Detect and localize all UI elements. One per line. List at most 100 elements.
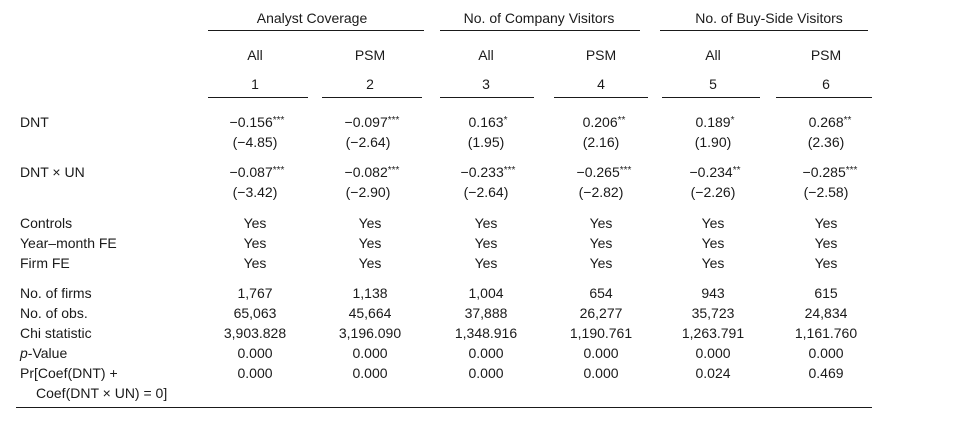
column-number: 2	[366, 76, 374, 92]
column-rule	[662, 97, 760, 98]
column-number: 5	[709, 76, 717, 92]
table-cell: 0.000	[468, 345, 504, 361]
table-cell: 943	[701, 285, 725, 301]
coefficient: 0.189*	[696, 114, 735, 131]
row-label: p-Value	[20, 345, 67, 362]
table-cell: Yes	[814, 255, 838, 271]
table-cell: 24,834	[804, 305, 848, 321]
table-cell: 3,196.090	[338, 325, 402, 341]
group-rule	[440, 30, 640, 31]
table-cell: Yes	[814, 235, 838, 251]
coef-value: −0.234	[689, 164, 733, 180]
column-rule	[440, 97, 534, 98]
table-cell: 0.000	[808, 345, 844, 361]
table-cell: 3,903.828	[223, 325, 287, 341]
t-stat: (−2.90)	[345, 184, 391, 200]
table-cell: Yes	[243, 215, 267, 231]
t-stat: (−2.82)	[578, 184, 624, 200]
table-cell: 45,664	[348, 305, 392, 321]
t-stat: (−4.85)	[232, 134, 278, 150]
table-cell: 654	[589, 285, 613, 301]
column-number: 4	[597, 76, 605, 92]
t-stat: (1.95)	[467, 134, 505, 150]
row-label: DNT	[20, 114, 49, 130]
t-stat: (−3.42)	[232, 184, 278, 200]
table-cell: Yes	[814, 215, 838, 231]
column-sample: PSM	[354, 47, 386, 63]
table-cell: 1,004	[468, 285, 504, 301]
coef-value: 0.163	[468, 114, 504, 130]
significance-stars: **	[732, 165, 741, 176]
table-cell: Yes	[701, 255, 725, 271]
coef-value: −0.285	[802, 164, 846, 180]
column-sample: All	[705, 47, 721, 63]
coefficient: −0.087***	[230, 164, 285, 181]
column-number: 1	[251, 76, 259, 92]
column-sample: All	[478, 47, 494, 63]
coefficient: −0.097***	[345, 114, 400, 131]
column-number: 3	[482, 76, 490, 92]
table-cell: 37,888	[464, 305, 508, 321]
table-cell: 0.000	[468, 365, 504, 381]
table-cell: 0.000	[583, 365, 619, 381]
significance-stars: ***	[845, 165, 858, 176]
table-cell: Yes	[474, 235, 498, 251]
row-label: No. of obs.	[20, 305, 88, 321]
table-cell: Yes	[358, 255, 382, 271]
significance-stars: ***	[503, 165, 516, 176]
significance-stars: ***	[272, 165, 285, 176]
p-symbol: p	[20, 345, 28, 361]
coefficient: 0.268**	[809, 114, 852, 131]
column-sample: PSM	[585, 47, 617, 63]
column-rule	[554, 97, 648, 98]
bottom-rule	[16, 407, 872, 408]
significance-stars: *	[503, 115, 508, 126]
coefficient: −0.265***	[577, 164, 632, 181]
t-stat: (−2.26)	[690, 184, 736, 200]
table-cell: 0.000	[237, 365, 273, 381]
column-number: 6	[822, 76, 830, 92]
significance-stars: ***	[387, 165, 400, 176]
table-cell: 615	[814, 285, 838, 301]
table-cell: Yes	[358, 215, 382, 231]
coefficient: −0.234**	[689, 164, 740, 181]
table-cell: 0.000	[583, 345, 619, 361]
group-header: Analyst Coverage	[256, 10, 368, 26]
significance-stars: ***	[272, 115, 285, 126]
coef-value: −0.082	[344, 164, 388, 180]
t-stat: (−2.64)	[463, 184, 509, 200]
table-cell: 1,138	[352, 285, 388, 301]
column-rule	[208, 97, 308, 98]
t-stat: (2.36)	[807, 134, 845, 150]
significance-stars: ***	[619, 165, 632, 176]
coef-value: −0.265	[576, 164, 620, 180]
table-cell: 0.000	[352, 345, 388, 361]
coefficient: −0.156***	[230, 114, 285, 131]
table-cell: 0.024	[695, 365, 731, 381]
coef-value: −0.097	[344, 114, 388, 130]
table-cell: 65,063	[233, 305, 277, 321]
t-stat: (1.90)	[694, 134, 732, 150]
significance-stars: **	[843, 115, 852, 126]
table-cell: 1,190.761	[569, 325, 633, 341]
column-sample: PSM	[810, 47, 842, 63]
coefficient: −0.285***	[803, 164, 858, 181]
table-cell: Yes	[474, 215, 498, 231]
column-sample: All	[247, 47, 263, 63]
table-cell: Yes	[589, 235, 613, 251]
significance-stars: **	[617, 115, 626, 126]
coef-value: 0.189	[695, 114, 731, 130]
column-rule	[322, 97, 422, 98]
coef-value: −0.233	[460, 164, 504, 180]
row-label-rest: -Value	[27, 345, 68, 361]
t-stat: (−2.64)	[345, 134, 391, 150]
table-cell: 1,767	[237, 285, 273, 301]
t-stat: (2.16)	[582, 134, 620, 150]
table-cell: 1,263.791	[681, 325, 745, 341]
t-stat: (−2.58)	[803, 184, 849, 200]
coefficient: 0.163*	[469, 114, 508, 131]
table-cell: Yes	[243, 255, 267, 271]
row-label: Chi statistic	[20, 325, 92, 341]
coefficient: 0.206**	[583, 114, 626, 131]
row-label: No. of firms	[20, 285, 92, 301]
